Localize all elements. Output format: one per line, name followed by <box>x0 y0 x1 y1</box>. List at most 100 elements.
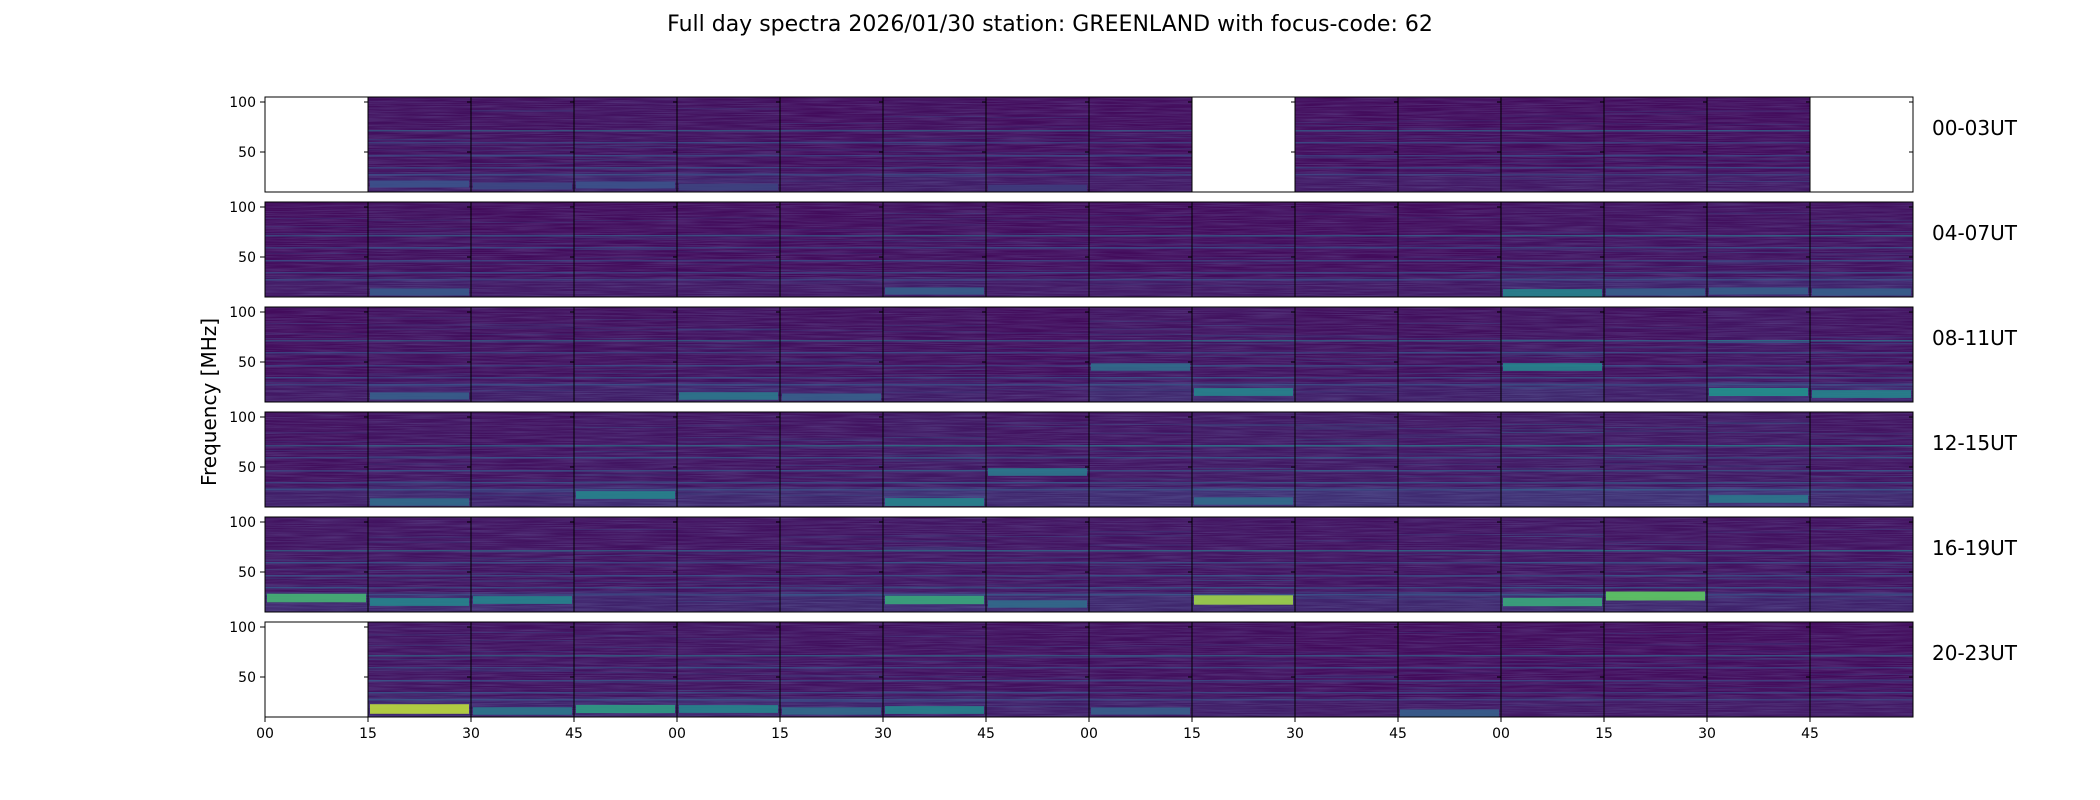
rfi-line <box>1089 377 1192 379</box>
rfi-line <box>1295 445 1398 447</box>
emission-band <box>885 287 984 295</box>
rfi-line <box>1192 655 1295 657</box>
faint-line <box>677 329 780 331</box>
faint-line <box>1398 275 1501 277</box>
emission-band <box>1709 287 1808 295</box>
rfi-line <box>368 680 471 682</box>
noise-texture <box>1501 622 1604 717</box>
faint-line <box>883 586 986 588</box>
rfi-line <box>574 667 677 669</box>
faint-line <box>780 595 883 597</box>
spectrum-panel <box>1500 96 1605 193</box>
rfi-line <box>1192 352 1295 354</box>
rfi-line <box>471 272 574 274</box>
faint-line <box>780 700 883 702</box>
spectrum-panel <box>470 96 575 193</box>
emission-band <box>782 393 881 401</box>
faint-line <box>368 324 471 326</box>
faint-line <box>986 705 1089 707</box>
rfi-line <box>1192 562 1295 564</box>
rfi-line <box>986 235 1089 237</box>
faint-line <box>368 564 471 566</box>
noise-texture <box>1501 412 1604 507</box>
faint-line <box>265 252 368 254</box>
faint-line <box>1192 590 1295 592</box>
spectrum-panel <box>779 411 884 508</box>
panel-border <box>1809 621 1914 718</box>
row-label: 20-23UT <box>1932 641 2018 665</box>
emission-band <box>1812 288 1911 296</box>
faint-line <box>574 373 677 375</box>
rfi-line <box>1707 155 1810 157</box>
x-tick-label: 45 <box>565 726 583 742</box>
rfi-line <box>1398 587 1501 589</box>
rfi-line <box>677 482 780 484</box>
faint-line <box>574 248 677 250</box>
spectrum-panel <box>1294 306 1399 403</box>
faint-line <box>780 278 883 280</box>
faint-line <box>471 263 574 265</box>
faint-line <box>265 333 368 335</box>
rfi-line <box>1707 575 1810 577</box>
rfi-line <box>1604 550 1707 552</box>
rfi-line <box>1295 692 1398 694</box>
rfi-line <box>1501 482 1604 484</box>
rfi-line <box>1810 692 1913 694</box>
rfi-line <box>1501 167 1604 169</box>
faint-line <box>1501 533 1604 535</box>
emission-band <box>1709 388 1808 396</box>
rfi-line <box>471 489 574 491</box>
row-label: 08-11UT <box>1932 326 2018 350</box>
faint-line <box>1501 697 1604 699</box>
faint-line <box>1604 235 1707 237</box>
faint-line <box>1295 246 1398 248</box>
rfi-line <box>265 247 368 249</box>
rfi-line <box>265 482 368 484</box>
rfi-line <box>677 260 780 262</box>
faint-line <box>986 379 1089 381</box>
rfi-line <box>986 575 1089 577</box>
noise-texture <box>265 202 368 297</box>
rfi-line <box>986 260 1089 262</box>
faint-line <box>368 485 471 487</box>
faint-line <box>1501 275 1604 277</box>
rfi-line <box>986 562 1089 564</box>
noise-texture <box>1295 202 1398 297</box>
x-tick-label: 15 <box>771 726 789 742</box>
faint-line <box>883 241 986 243</box>
x-tick-label: 15 <box>1183 726 1201 742</box>
x-tick-label: 00 <box>1492 726 1510 742</box>
rfi-line <box>1192 457 1295 459</box>
rfi-line <box>1707 470 1810 472</box>
rfi-line <box>1398 279 1501 281</box>
rfi-line <box>1192 594 1295 596</box>
rfi-line <box>574 130 677 132</box>
faint-line <box>1501 151 1604 153</box>
rfi-line <box>883 562 986 564</box>
noise-texture <box>1604 622 1707 717</box>
rfi-line <box>986 352 1089 354</box>
rfi-line <box>1501 489 1604 491</box>
faint-line <box>471 632 574 634</box>
rfi-line <box>780 575 883 577</box>
faint-line <box>368 385 471 387</box>
spectra-row: 100 50 12-15UT <box>229 410 2018 508</box>
faint-line <box>677 469 780 471</box>
rfi-line <box>677 489 780 491</box>
faint-line <box>1707 422 1810 424</box>
spectrum-panel <box>1603 411 1708 508</box>
noise-texture <box>1810 622 1913 717</box>
faint-line <box>883 496 986 498</box>
rfi-line <box>677 279 780 281</box>
rfi-line <box>1604 655 1707 657</box>
faint-line <box>368 328 471 330</box>
rfi-line <box>1707 550 1810 552</box>
rfi-line <box>1295 550 1398 552</box>
x-tick-label: 00 <box>668 726 686 742</box>
rfi-line <box>1501 352 1604 354</box>
rfi-line <box>883 692 986 694</box>
noise-texture <box>986 412 1089 507</box>
rfi-line <box>471 167 574 169</box>
rfi-line <box>883 279 986 281</box>
rfi-line <box>1810 482 1913 484</box>
